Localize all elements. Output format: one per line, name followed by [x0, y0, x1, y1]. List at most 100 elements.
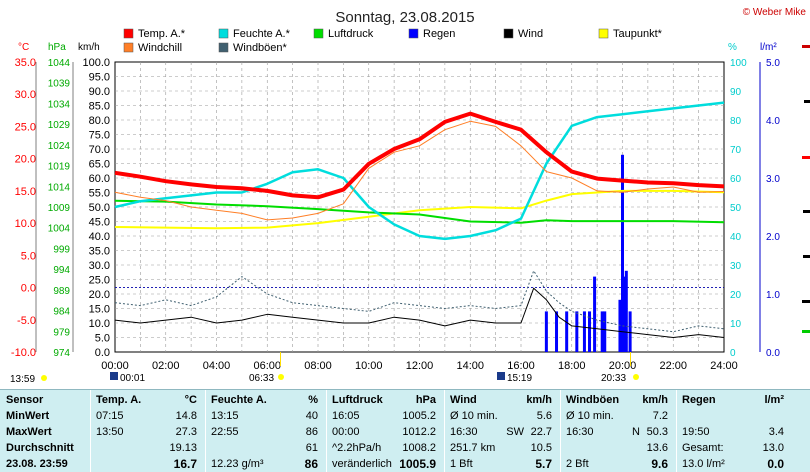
chart-legend: Temp. A.* Feuchte A.* Luftdruck Regen Wind Ta…	[123, 28, 663, 54]
hpa-tick-label: 1044	[48, 58, 71, 69]
max-marker-icon	[497, 372, 505, 380]
axis-ticks: 35.0 30.0 25.0 20.0 15.0 10.0 5.0 0.0 -5.0 -10.0 1…	[11, 57, 780, 372]
stats-separator	[326, 390, 327, 472]
stats-header: Temp. A.	[96, 394, 142, 406]
rain-bar	[555, 311, 559, 352]
legend-item: Windchill	[123, 42, 182, 54]
legend-label: Feuchte A.*	[233, 28, 291, 40]
sun-icon	[278, 374, 284, 380]
stats-header: Windböen	[566, 394, 620, 406]
stats-cell-left: 13:50	[96, 426, 124, 438]
chart-grid	[115, 62, 724, 352]
time-tick-label: 10:00	[355, 360, 383, 372]
percent-tick-label: 10	[730, 319, 742, 330]
kmh-tick-label: 55.0	[89, 188, 110, 200]
rain-tick-label: 4.0	[766, 116, 780, 127]
kmh-tick-label: 100.0	[82, 57, 110, 69]
hpa-tick-label: 984	[53, 307, 70, 318]
series-line-feuchte-a	[114, 101, 725, 241]
stats-cell-value: 19.13	[169, 442, 197, 454]
stats-cell-left: 16:05	[332, 410, 360, 422]
stats-unit: hPa	[415, 394, 436, 406]
moon-icon	[633, 374, 639, 380]
min-marker-time: 00:01	[120, 373, 145, 384]
stats-column: Feuchte A.% 13:15 22:55 12.23 g/m³ 40 86 61 86	[205, 390, 326, 472]
stats-cell-value: 16.7	[173, 457, 197, 471]
rain-bar	[593, 276, 597, 352]
edge-fragment	[802, 156, 810, 159]
stats-cell-value: 40	[305, 410, 318, 422]
kmh-tick-label: 0.0	[95, 347, 110, 359]
series-line-windb-en	[114, 270, 725, 333]
stats-cell-left: 07:15	[96, 410, 124, 422]
time-tick-label: 24:00	[710, 360, 738, 372]
stats-column: Windböen km/h Ø 10 min. 16:30 2 Bft N 7.2 50.3 1…	[560, 390, 676, 472]
series-line-temp-a	[114, 111, 725, 200]
edge-fragment	[802, 330, 810, 333]
stats-cell-left: 2 Bft	[566, 458, 589, 470]
legend-label: Luftdruck	[328, 28, 374, 40]
legend-swatch	[313, 28, 324, 39]
kmh-tick-label: 5.0	[95, 333, 110, 345]
legend-item: Feuchte A.*	[218, 28, 291, 40]
kmh-tick-label: 60.0	[89, 173, 110, 185]
sun-icon	[41, 375, 47, 381]
stats-cell-value: 86	[304, 457, 318, 471]
time-tick-label: 20:00	[609, 360, 637, 372]
kmh-axis-label: km/h	[78, 42, 100, 53]
copyright-text: © Weber Mike	[743, 7, 807, 18]
percent-tick-label: 70	[730, 145, 742, 156]
min-marker-icon	[110, 372, 118, 380]
hpa-tick-label: 1019	[48, 162, 71, 173]
edge-fragment	[804, 100, 810, 103]
rain-bar	[575, 311, 579, 352]
stats-unit: %	[308, 394, 318, 406]
marker-time-3: 20:33	[601, 373, 626, 384]
axis-units: °C hPa km/h% l/m²	[18, 42, 777, 53]
hpa-axis-label: hPa	[48, 42, 66, 53]
stats-header: Feuchte A.	[211, 394, 267, 406]
stats-separator	[676, 390, 677, 472]
stats-column: Wind km/h Ø 10 min. 16:30 251.7 km 1 Bft SW 5.6…	[444, 390, 560, 472]
hpa-tick-label: 974	[53, 348, 70, 359]
marker-time-2: 15:19	[507, 373, 532, 384]
stats-cell-value: 13.6	[646, 442, 668, 454]
stats-unit: km/h	[642, 394, 668, 406]
stats-row-label: MaxWert	[6, 426, 52, 438]
celsius-tick-label: 30.0	[15, 89, 36, 101]
kmh-tick-label: 75.0	[89, 130, 110, 142]
stats-row-label: MinWert	[6, 410, 50, 422]
stats-cell-value: 13.0	[762, 442, 784, 454]
kmh-tick-label: 95.0	[89, 72, 110, 84]
percent-tick-label: 100	[730, 58, 747, 69]
percent-tick-label: 90	[730, 87, 742, 98]
legend-item: Wind	[503, 28, 543, 40]
legend-item: Windböen*	[218, 42, 288, 54]
legend-swatch	[598, 28, 609, 39]
stats-cell-value: 1012.2	[402, 426, 436, 438]
legend-swatch	[123, 42, 134, 53]
legend-swatch	[218, 28, 229, 39]
rain-bar	[628, 311, 632, 352]
stats-cell-value: 3.4	[768, 426, 784, 438]
time-tick-label: 00:00	[101, 360, 129, 372]
legend-label: Taupunkt*	[613, 28, 663, 40]
stats-cell-value: 9.6	[651, 457, 668, 471]
stats-cell-value: 86	[305, 426, 318, 438]
series-line-windchill	[114, 120, 725, 221]
stats-cell-value: 1005.9	[399, 457, 436, 471]
stats-cell-left: 22:55	[211, 426, 239, 438]
hpa-tick-label: 1029	[48, 120, 71, 131]
stats-cell-mid: SW	[506, 426, 524, 438]
stats-cell-left: 16:30	[450, 426, 478, 438]
celsius-tick-label: 25.0	[15, 121, 36, 133]
stats-cell-value: 5.6	[536, 410, 552, 422]
time-tick-label: 22:00	[659, 360, 687, 372]
stats-cell-left: 12.23 g/m³	[211, 458, 264, 470]
stats-cell-left: Gesamt:	[682, 442, 724, 454]
rain-tick-label: 3.0	[766, 174, 780, 185]
stats-column: Luftdruck hPa 16:05 00:00 ^2.2hPa/h veränderl…	[326, 390, 444, 472]
hpa-tick-label: 994	[53, 265, 70, 276]
stats-cell-left: 13:15	[211, 410, 239, 422]
rain-bar	[603, 311, 607, 352]
